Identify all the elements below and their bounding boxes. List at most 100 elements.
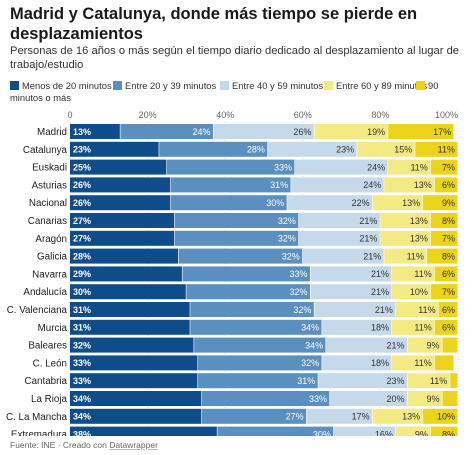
bar-segment (314, 302, 396, 317)
data-label: 21% (375, 305, 393, 315)
data-label: 32% (278, 216, 296, 226)
data-label: 13% (402, 412, 420, 422)
data-label: 13% (73, 127, 91, 137)
bar-segment (174, 213, 299, 228)
bar-segment (217, 426, 334, 436)
bar-segment (298, 213, 380, 228)
bar-segment (70, 141, 159, 157)
legend-item-90-plus: 90 minutos o más (10, 80, 458, 104)
bar-segment (310, 284, 392, 300)
data-label: 9% (426, 394, 439, 404)
data-label: 34% (305, 340, 323, 350)
data-label: 15% (394, 145, 412, 155)
category-label: Baleares (28, 341, 67, 352)
bar-segment (201, 391, 330, 406)
data-label: 6% (442, 305, 455, 315)
source-note: Fuente: INE · Creado con Datawrapper (10, 440, 158, 450)
x-tick-label: 0 (67, 110, 72, 120)
data-label: 11% (438, 145, 455, 155)
legend-label: 90 minutos o más (10, 80, 439, 103)
data-label: 23% (387, 376, 405, 386)
x-tick-label: 60% (294, 110, 312, 120)
data-label: 27% (73, 234, 91, 244)
data-label: 32% (290, 287, 308, 297)
bar-segment (287, 195, 373, 211)
bar-segment (357, 141, 415, 157)
data-label: 31% (73, 323, 91, 333)
bar-segment (380, 230, 431, 246)
bar-segment (186, 284, 310, 300)
bar-segment (434, 266, 458, 282)
data-label: 7% (442, 234, 455, 244)
bar-segment (267, 141, 357, 157)
data-label: 30% (266, 198, 284, 208)
bar-segment (70, 284, 186, 300)
data-label: 21% (359, 234, 377, 244)
data-label: 11% (410, 162, 427, 172)
datawrapper-link[interactable]: Datawrapper (109, 440, 158, 450)
category-label: C. La Mancha (6, 412, 68, 423)
bar-segment (426, 248, 458, 264)
chart-subtitle: Personas de 16 años o más según el tiemp… (10, 45, 460, 71)
data-label: 8% (442, 429, 455, 436)
bar-segment (190, 319, 322, 335)
bar-segment (372, 408, 423, 424)
data-label: 11% (407, 251, 424, 261)
legend-label: Entre 20 y 39 minutos (125, 80, 217, 91)
data-label: 19% (367, 127, 385, 137)
bar-segment (395, 426, 431, 436)
bar-segment (430, 230, 458, 246)
legend-label: Menos de 20 minutos (22, 80, 112, 91)
category-label: Canarias (28, 216, 67, 227)
bar-segment (322, 319, 392, 335)
data-label: 23% (336, 145, 354, 155)
data-label: 30% (313, 429, 331, 436)
bar-segment (450, 373, 458, 389)
data-label: 16% (375, 429, 393, 436)
category-label: Navarra (32, 269, 67, 280)
bar-segment (423, 408, 458, 424)
bar-segment (333, 426, 396, 436)
bar-segment (415, 141, 458, 157)
legend-item-20-39: Entre 20 y 39 minutos (113, 80, 216, 92)
bar-segment (201, 408, 307, 424)
data-label: 20% (387, 394, 405, 404)
bar-segment (314, 124, 388, 139)
bar-segment (407, 373, 450, 389)
category-label: Cantabria (25, 376, 68, 387)
x-tick-label: 40% (216, 110, 234, 120)
bar-segment (318, 373, 407, 389)
data-label: 34% (301, 323, 319, 333)
data-label: 6% (442, 323, 455, 333)
bar-segment (70, 319, 190, 335)
data-label: 13% (410, 234, 428, 244)
legend-item-40-59: Entre 40 y 59 minutos (220, 80, 323, 92)
data-label: 25% (73, 162, 91, 172)
bar-segment (70, 124, 120, 139)
chart-title: Madrid y Catalunya, donde más tiempo se … (10, 5, 418, 43)
data-label: 8% (442, 251, 455, 261)
x-tick-label: 80% (371, 110, 389, 120)
data-label: 33% (73, 358, 91, 368)
bar-segment (392, 284, 431, 300)
data-label: 32% (278, 234, 296, 244)
bar-segment (392, 355, 435, 371)
category-label: Asturias (32, 180, 67, 191)
data-label: 29% (73, 269, 91, 279)
data-label: 31% (73, 305, 91, 315)
bar-segment (70, 337, 194, 353)
data-label: 34% (73, 394, 91, 404)
source-text: Fuente: INE · Creado con (10, 440, 107, 450)
category-label: C. Valenciana (7, 305, 68, 316)
bar-segment (392, 319, 435, 335)
data-label: 24% (367, 162, 385, 172)
data-label: 11% (418, 305, 435, 315)
bar-segment (372, 195, 423, 211)
bar-segment (392, 266, 435, 282)
data-label: 18% (371, 358, 389, 368)
stacked-bar-chart: 0 20% 40% 60% 80% 100% Madrid 13% 24% 26% 19% 17% Ca… (6, 110, 459, 436)
data-label: 7% (442, 287, 455, 297)
bar-segment (298, 230, 380, 246)
bar-segment (178, 248, 303, 264)
category-label: Andalucía (23, 287, 67, 298)
